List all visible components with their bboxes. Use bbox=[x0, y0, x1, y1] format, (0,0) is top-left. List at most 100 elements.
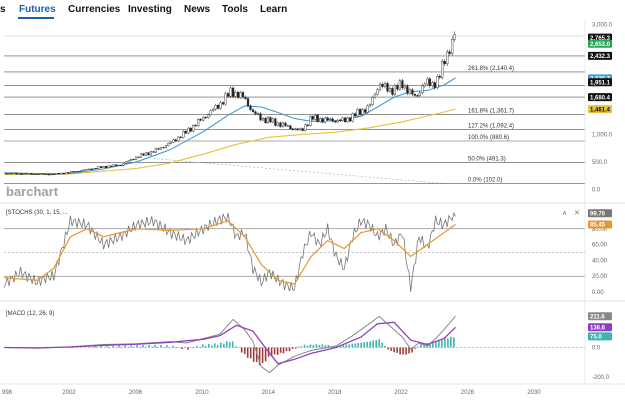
candle-body bbox=[159, 147, 162, 150]
macd-histogram-bar bbox=[255, 347, 258, 362]
candle-body bbox=[378, 83, 382, 91]
candle-body bbox=[274, 118, 277, 126]
close-icon: ✕ bbox=[574, 210, 580, 217]
macd-histogram-bar bbox=[387, 347, 389, 350]
macd-histogram-bar bbox=[231, 341, 234, 348]
candle-body bbox=[401, 80, 404, 89]
nav-item-tools[interactable]: Tools bbox=[222, 4, 248, 15]
macd-histogram-bar bbox=[258, 347, 261, 366]
candle-body bbox=[199, 119, 202, 121]
stoch-axis-tick: 20.00 bbox=[592, 274, 608, 280]
macd-histogram-bar bbox=[214, 343, 216, 348]
candle-body bbox=[391, 88, 394, 95]
macd-histogram-bar bbox=[130, 345, 132, 348]
nav-item-news[interactable]: News bbox=[184, 4, 211, 15]
candle-body bbox=[286, 125, 289, 127]
macd-histogram-bar bbox=[193, 347, 195, 349]
macd-histogram-bar bbox=[345, 344, 348, 348]
macd-histogram-bar bbox=[273, 347, 276, 355]
candle-body bbox=[276, 122, 279, 126]
price-axis-tick: 0.0 bbox=[592, 187, 601, 193]
candle-body bbox=[119, 164, 123, 166]
candle-body bbox=[162, 147, 165, 149]
macd-panel: [MACD (12, 26, 9) 0.0 -200.0 211.6 136.6 75.0 bbox=[0, 300, 625, 381]
candle-body bbox=[22, 173, 25, 175]
nav-active-underline bbox=[18, 17, 54, 19]
candle-body bbox=[189, 127, 192, 132]
candle-body bbox=[30, 173, 33, 175]
macd-histogram-bar bbox=[124, 345, 126, 348]
macd-histogram-bar bbox=[306, 345, 309, 348]
macd-histogram-bar bbox=[438, 339, 440, 348]
candle-body bbox=[214, 104, 217, 110]
chart-canvas[interactable]: 261.8% (2,140.4) 161.8% (1,361.7) 127.2% (… bbox=[0, 20, 625, 404]
candle-body bbox=[207, 114, 210, 119]
candle-body bbox=[381, 83, 384, 87]
macd-axis-tick: 0.0 bbox=[592, 346, 601, 352]
candle-body bbox=[446, 51, 449, 65]
candle-body bbox=[331, 118, 334, 122]
candle-body bbox=[114, 164, 118, 166]
macd-histogram-bar bbox=[243, 347, 246, 355]
macd-histogram-bar bbox=[166, 345, 168, 348]
candle-body bbox=[154, 148, 157, 153]
candle-body bbox=[174, 139, 177, 142]
candle-body bbox=[431, 82, 434, 86]
candle-body bbox=[194, 125, 197, 127]
nav-item-currencies[interactable]: Currencies bbox=[68, 4, 121, 15]
macd-histogram-bar bbox=[226, 341, 228, 348]
candle-body bbox=[256, 113, 260, 115]
candle-body bbox=[32, 173, 35, 175]
macd-histogram-bar bbox=[246, 347, 249, 358]
candle-body bbox=[239, 92, 242, 98]
moving-average-yellow bbox=[3, 108, 456, 176]
value-badge-label: 2,765.3 bbox=[590, 36, 611, 42]
candle-body bbox=[376, 89, 379, 95]
macd-histogram-bar bbox=[321, 344, 324, 348]
macd-histogram-bar bbox=[279, 347, 282, 353]
macd-histogram-bar bbox=[127, 346, 129, 348]
macd-histogram-bar bbox=[378, 339, 380, 348]
value-badge bbox=[588, 33, 612, 42]
candle-body bbox=[70, 171, 73, 173]
nav-item-partial[interactable]: s bbox=[0, 4, 6, 15]
nav-item-futures[interactable]: Futures bbox=[19, 4, 56, 15]
macd-histogram-bar bbox=[181, 347, 183, 350]
candle-body bbox=[423, 83, 426, 87]
candle-body bbox=[122, 163, 125, 166]
macd-histogram-bar bbox=[402, 347, 404, 355]
macd-histogram-bar bbox=[351, 343, 354, 348]
candle-body bbox=[371, 96, 374, 105]
candle-body bbox=[364, 109, 367, 113]
candle-body bbox=[157, 148, 160, 150]
candle-body bbox=[102, 165, 105, 168]
nav-item-investing[interactable]: Investing bbox=[128, 4, 172, 15]
candle-body bbox=[291, 128, 294, 130]
x-axis-tick: 2010 bbox=[195, 390, 209, 396]
macd-histogram-bar bbox=[175, 347, 177, 349]
macd-histogram-bar bbox=[151, 346, 153, 348]
x-axis-tick: 2022 bbox=[394, 390, 408, 396]
candle-body bbox=[416, 95, 419, 97]
candle-body bbox=[25, 173, 28, 175]
macd-histogram-bar bbox=[136, 345, 138, 348]
nav-item-learn[interactable]: Learn bbox=[260, 4, 288, 15]
candle-body bbox=[354, 113, 357, 117]
candle-body bbox=[90, 168, 93, 170]
macd-histogram-bar bbox=[297, 346, 300, 348]
candle-body bbox=[324, 117, 327, 123]
candle-body bbox=[167, 143, 170, 146]
candle-body bbox=[75, 171, 78, 173]
macd-histogram-bar bbox=[432, 341, 434, 348]
candle-body bbox=[137, 156, 140, 158]
macd-histogram-bar bbox=[288, 347, 291, 352]
macd-histogram-bar bbox=[220, 342, 222, 348]
price-axis-tick: 1,000.0 bbox=[592, 132, 613, 138]
candle-body bbox=[80, 170, 83, 172]
macd-histogram-bar bbox=[426, 343, 428, 348]
macd-histogram-bar bbox=[324, 345, 327, 348]
candle-body bbox=[164, 145, 167, 148]
candle-body bbox=[341, 117, 344, 122]
candle-body bbox=[12, 172, 16, 175]
candle-body bbox=[97, 166, 100, 169]
